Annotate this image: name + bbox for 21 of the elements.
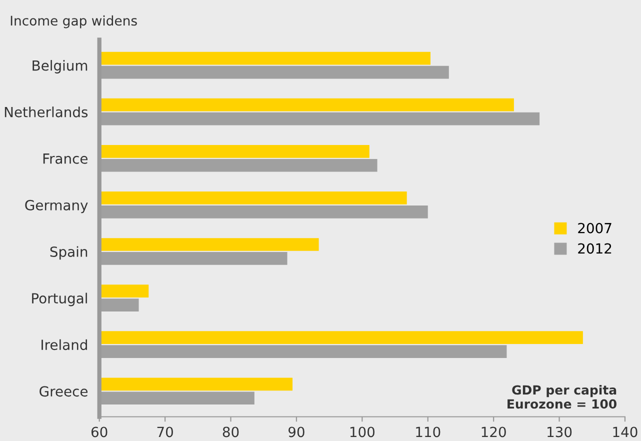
y-tick-label: Greece <box>40 386 88 397</box>
x-tick-label: 90 <box>288 426 304 438</box>
x-tick-label: 70 <box>157 426 173 438</box>
y-tick-label: Spain <box>50 246 88 260</box>
chart-title: Income gap widens <box>10 15 137 28</box>
x-tick-label: 110 <box>416 426 440 438</box>
y-tick-label: Portugal <box>32 292 87 306</box>
y-tick-label: Belgium <box>32 60 88 74</box>
y-tick-label: Netherlands <box>4 106 88 118</box>
x-tick-label: 60 <box>91 426 108 438</box>
x-tick-label: 100 <box>350 426 374 438</box>
legend-label: 2007 <box>578 222 612 234</box>
legend-label: 2012 <box>578 243 612 254</box>
annotation: GDP per capita Eurozone = 100 <box>508 384 616 409</box>
x-tick-label: 140 <box>613 426 638 438</box>
x-tick-label: 130 <box>548 426 572 438</box>
y-tick-label: Ireland <box>42 339 87 350</box>
x-tick-label: 120 <box>482 426 506 438</box>
y-tick-label: Germany <box>25 200 88 214</box>
y-tick-label: France <box>43 154 88 164</box>
x-tick-label: 80 <box>222 426 239 438</box>
